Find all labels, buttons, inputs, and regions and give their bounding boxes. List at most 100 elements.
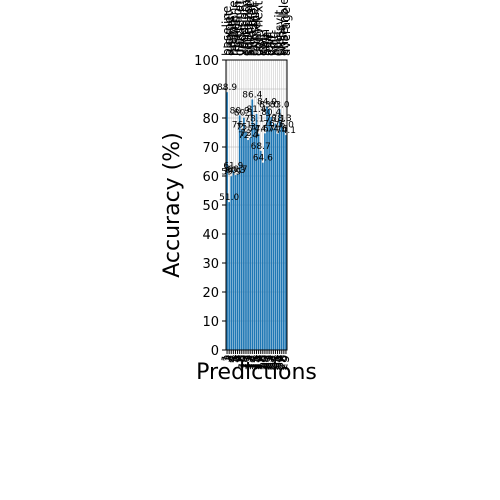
bar-value-label: 51.0	[219, 193, 239, 203]
top-category-label: densenet	[233, 0, 247, 56]
bottom-category-label: 18	[252, 353, 269, 371]
bar-value-label: 76.0	[274, 121, 294, 131]
bottom-category-label: 5	[227, 353, 243, 364]
top-category-label: alexnet	[222, 11, 236, 56]
top-category-label: nasnet	[224, 15, 238, 56]
bar-value-label: 80.4	[261, 108, 281, 118]
y-tick-label: 70	[202, 141, 219, 156]
bottom-category-label: 24	[265, 353, 282, 371]
y-tick-label: 50	[202, 199, 219, 214]
bar	[249, 138, 252, 350]
bar-value-label: 81.4	[246, 105, 266, 115]
bottom-category-label: 19	[254, 353, 271, 371]
top-category-label: inception	[231, 0, 245, 56]
bar-value-label: 83.0	[270, 100, 290, 110]
bottom-category-label: 25	[267, 353, 284, 371]
bar	[238, 115, 241, 350]
bar-value-label: 74.7	[255, 124, 275, 134]
top-category-label: baseline	[220, 6, 234, 56]
bottom-category-label: 12	[240, 353, 257, 371]
top-category-label: efficientnet	[239, 0, 253, 56]
top-category-label: vgg	[235, 34, 249, 56]
top-category-label: beit	[260, 33, 274, 56]
bar-value-label: 75.3	[236, 123, 256, 133]
bar-value-label: 74.6	[249, 125, 269, 135]
bottom-category-label: 28	[273, 353, 290, 371]
bars	[226, 92, 287, 351]
bar	[276, 133, 279, 350]
top-category-label: xception	[237, 5, 251, 56]
bar	[245, 131, 247, 350]
top-category-label: mobilenet	[226, 0, 240, 56]
y-tick-label: 90	[202, 83, 219, 98]
bar	[251, 99, 254, 350]
bar	[257, 133, 260, 350]
bar	[243, 117, 245, 351]
bottom-category-label: 2	[221, 353, 237, 364]
bottom-category-label: 17	[250, 353, 267, 371]
bar	[234, 175, 237, 350]
y-tick-label: 40	[202, 228, 219, 243]
top-category-label: crossvit	[273, 9, 287, 56]
bottom-category-label: 23	[263, 353, 280, 371]
bar	[236, 173, 239, 350]
bar	[240, 129, 243, 350]
top-category-label: swin	[258, 29, 272, 56]
y-tick-label: 10	[202, 315, 219, 330]
top-category-label: ghostnet	[247, 2, 261, 56]
bottom-category-label: 7	[231, 353, 247, 364]
y-axis-ticks: 0 10 20 30 40 50 60 70 80 90 100	[194, 54, 226, 359]
bar	[272, 128, 275, 350]
bottom-category-label: 6	[229, 353, 245, 364]
bottom-category-label: 20	[256, 353, 273, 371]
plot-frame	[225, 59, 288, 351]
bar	[270, 116, 273, 350]
top-category-label: twins	[275, 24, 289, 56]
y-tick-label: 60	[202, 170, 219, 185]
bar-value-label: 64.6	[253, 154, 273, 164]
y-tick-label: 20	[202, 286, 219, 301]
bottom-category-label: 21	[259, 353, 276, 371]
bar-value-label: 60.7	[228, 165, 248, 175]
y-tick-label: 80	[202, 112, 219, 127]
bar-value-label: 78.1	[244, 115, 264, 125]
y-axis-title: Accuracy (%)	[160, 132, 185, 278]
bar-value-label: 72.4	[238, 131, 258, 141]
top-category-labels: baselinealexnetnasnetmobilenetresnetince…	[220, 0, 293, 56]
bar	[285, 135, 287, 350]
bar	[259, 150, 262, 350]
x-axis-title: Predictions	[196, 360, 317, 385]
y-tick-label: 30	[202, 257, 219, 272]
bottom-category-label: 16	[248, 353, 265, 371]
top-category-label: convnext	[252, 0, 266, 56]
bottom-category-label: 29	[275, 353, 292, 371]
bar	[253, 123, 256, 350]
bar-value-label: 78.3	[272, 114, 292, 124]
bottom-category-label: 3	[223, 353, 239, 364]
top-category-label: xcit	[266, 34, 280, 56]
top-category-label: ensemble	[277, 0, 291, 56]
top-category-label: regnet	[250, 16, 264, 56]
top-category-label: mnasnet	[245, 3, 259, 56]
bottom-category-label: 10	[235, 353, 252, 371]
bar	[247, 140, 249, 350]
bar	[268, 109, 270, 350]
top-category-label: shufflenet	[243, 0, 257, 56]
top-category-label: average	[279, 7, 293, 56]
bar-value-label: 74.1	[276, 126, 296, 136]
bottom-category-label: 1	[218, 353, 234, 364]
bottom-category-label: 8	[233, 353, 249, 364]
bar-value-label: 60.3	[225, 166, 245, 176]
bar-value-label: 83.0	[259, 100, 279, 110]
bottom-category-label: 4	[225, 353, 241, 364]
y-tick-label: 0	[211, 344, 219, 359]
top-category-label: vit	[254, 41, 268, 56]
bottom-category-label: 14	[244, 353, 261, 371]
bar	[226, 92, 228, 350]
top-category-label: coat	[271, 30, 285, 56]
bar	[230, 176, 233, 350]
bottom-category-label: 27	[271, 353, 288, 371]
top-category-label: cait	[264, 34, 278, 56]
top-category-label: resnet	[228, 18, 242, 56]
